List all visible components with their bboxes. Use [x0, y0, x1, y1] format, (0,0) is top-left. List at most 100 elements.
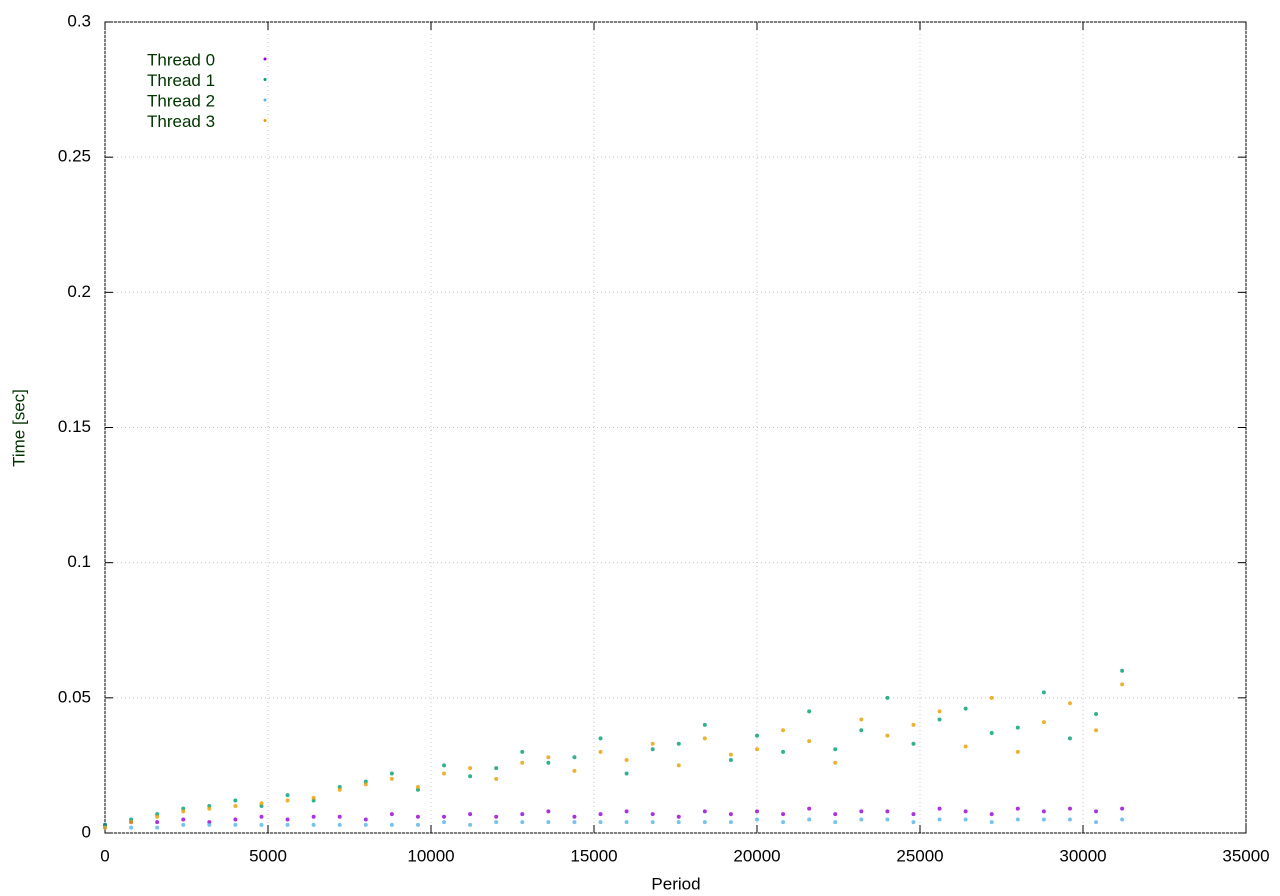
- point: [989, 695, 994, 700]
- point: [728, 752, 733, 757]
- y-tick-label: 0.2: [67, 282, 91, 301]
- x-tick-label: 20000: [733, 846, 780, 865]
- point: [989, 812, 994, 817]
- point: [572, 768, 577, 773]
- point: [363, 822, 368, 827]
- point: [781, 812, 786, 817]
- x-tick-label: 30000: [1059, 846, 1106, 865]
- point: [155, 814, 160, 819]
- point: [650, 747, 655, 752]
- point: [1094, 712, 1099, 717]
- point: [1094, 728, 1099, 733]
- point: [1015, 806, 1020, 811]
- point: [676, 763, 681, 768]
- point: [285, 822, 290, 827]
- point: [598, 812, 603, 817]
- point: [963, 817, 968, 822]
- point: [781, 728, 786, 733]
- legend-marker: [263, 119, 267, 122]
- y-tick-label: 0.05: [58, 687, 91, 706]
- point: [1015, 817, 1020, 822]
- legend-label: Thread 1: [147, 71, 215, 90]
- point: [468, 774, 473, 779]
- point: [468, 812, 473, 817]
- point: [755, 817, 759, 822]
- point: [1015, 749, 1020, 754]
- point: [311, 795, 316, 800]
- point: [129, 825, 134, 830]
- y-axis-label: Time [sec]: [9, 389, 28, 467]
- point: [1041, 809, 1046, 814]
- point: [937, 806, 942, 811]
- point: [468, 822, 473, 827]
- point: [494, 820, 499, 825]
- y-tick-label: 0: [82, 822, 91, 841]
- point: [155, 820, 160, 825]
- point: [885, 695, 890, 700]
- point: [963, 744, 968, 749]
- point: [1041, 690, 1046, 695]
- point: [650, 820, 655, 825]
- point: [1120, 668, 1125, 673]
- point: [702, 736, 707, 741]
- point: [702, 820, 707, 825]
- point: [676, 741, 681, 746]
- point: [259, 822, 264, 827]
- point: [963, 706, 968, 711]
- point: [859, 817, 864, 822]
- point: [624, 809, 629, 814]
- point: [859, 809, 864, 814]
- point: [1067, 736, 1072, 741]
- point: [233, 822, 238, 827]
- point: [937, 717, 942, 722]
- point: [755, 733, 759, 738]
- point: [233, 798, 238, 803]
- point: [337, 822, 342, 827]
- point: [885, 809, 890, 814]
- point: [415, 785, 420, 790]
- point: [259, 801, 264, 806]
- point: [546, 755, 551, 760]
- point: [520, 749, 525, 754]
- point: [1094, 820, 1099, 825]
- point: [624, 820, 629, 825]
- point: [598, 749, 603, 754]
- point: [833, 747, 838, 752]
- point: [833, 760, 838, 765]
- point: [520, 812, 525, 817]
- point: [937, 709, 942, 714]
- point: [389, 812, 394, 817]
- point: [728, 758, 733, 763]
- point: [807, 806, 812, 811]
- point: [546, 809, 551, 814]
- point: [572, 755, 577, 760]
- point: [963, 809, 968, 814]
- x-axis-label: Period: [651, 874, 700, 893]
- point: [363, 782, 368, 787]
- point: [181, 809, 186, 814]
- point: [442, 771, 447, 776]
- point: [494, 776, 499, 781]
- point: [389, 822, 394, 827]
- point: [520, 760, 525, 765]
- point: [624, 771, 629, 776]
- point: [363, 817, 368, 822]
- point: [989, 820, 994, 825]
- point: [624, 758, 629, 763]
- point: [572, 814, 577, 819]
- legend-marker: [263, 57, 267, 61]
- point: [833, 812, 838, 817]
- point: [442, 763, 447, 768]
- point: [311, 822, 316, 827]
- point: [415, 822, 420, 827]
- legend-marker: [263, 78, 267, 81]
- y-tick-label: 0.1: [67, 552, 91, 571]
- point: [989, 730, 994, 735]
- x-tick-label: 10000: [407, 846, 454, 865]
- point: [442, 820, 447, 825]
- point: [911, 812, 916, 817]
- point: [598, 736, 603, 741]
- point: [233, 817, 238, 822]
- point: [755, 809, 759, 814]
